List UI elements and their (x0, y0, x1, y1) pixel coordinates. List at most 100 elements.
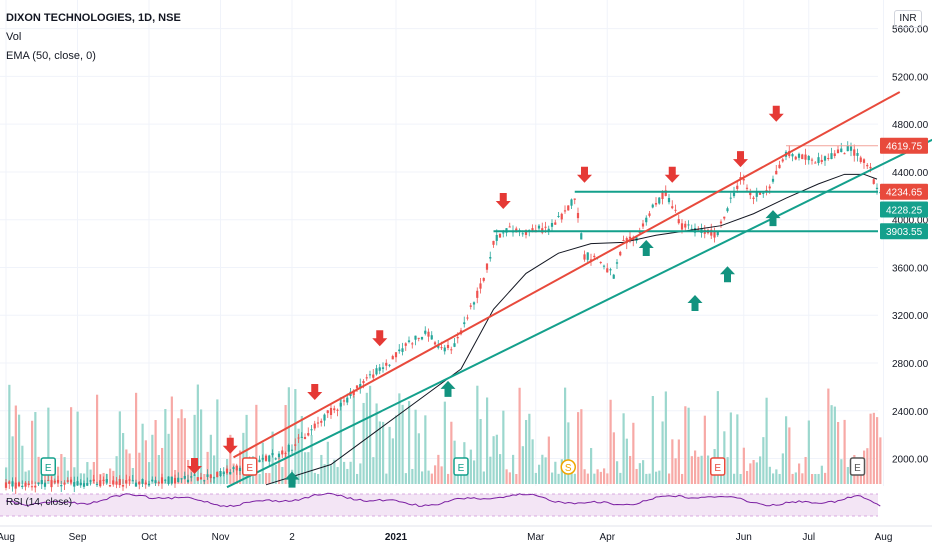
candle-body (440, 347, 443, 349)
volume-bar (148, 462, 151, 484)
volume-bar (775, 469, 778, 484)
volume-bar (141, 423, 144, 484)
volume-bar (323, 464, 326, 484)
volume-bar (528, 413, 531, 484)
volume-bar (752, 459, 755, 484)
buy-arrow-icon (765, 210, 781, 227)
volume-bar (313, 472, 316, 484)
volume-bar (385, 473, 388, 484)
candle-body (385, 362, 388, 366)
candle-body (30, 486, 34, 488)
candle-body (612, 274, 615, 279)
candle-body (641, 223, 645, 227)
event-marker-label: E (458, 463, 465, 474)
volume-bar (424, 415, 427, 484)
volume-bar (307, 452, 310, 484)
candle-body (417, 337, 420, 339)
candle-body (651, 204, 654, 208)
buy-arrow-icon (687, 294, 703, 311)
candle-body (76, 481, 79, 486)
volume-bar (567, 422, 570, 484)
sell-arrow-icon (187, 458, 202, 475)
candle-body (817, 157, 820, 164)
candle-body (531, 228, 534, 233)
candle-body (398, 349, 401, 352)
volume-bar (89, 469, 92, 484)
volume-bar (811, 473, 814, 484)
volume-bar (492, 436, 495, 484)
candle-body (186, 479, 190, 483)
volume-bar (674, 458, 677, 484)
volume-bar (24, 471, 27, 484)
candle-body (843, 153, 846, 155)
candle-body (258, 459, 261, 463)
candle-body (742, 178, 745, 181)
candle-body (60, 485, 63, 487)
candle-body (102, 479, 105, 481)
candle-body (125, 480, 128, 484)
price-tick-label: 4000.00 (892, 216, 929, 227)
symbol-title: DIXON TECHNOLOGIES, 1D, NSE (6, 12, 181, 24)
candle-body (599, 262, 602, 264)
volume-bar (359, 463, 362, 484)
volume-bar (57, 466, 60, 484)
candle-body (869, 166, 872, 169)
candle-body (154, 480, 157, 484)
candle-body (11, 481, 14, 487)
volume-bar (427, 470, 430, 484)
volume-bar (37, 456, 40, 484)
candle-body (732, 192, 736, 197)
volume-bar (742, 447, 745, 484)
volume-bar (53, 472, 56, 484)
candle-body (723, 216, 726, 219)
candle-body (645, 217, 648, 223)
time-tick-label: Apr (599, 532, 615, 543)
candle-body (118, 479, 121, 486)
volume-bar (820, 465, 823, 484)
buy-arrow-icon (284, 471, 300, 488)
candle-body (112, 480, 115, 485)
volume-bar (609, 399, 612, 484)
candle-body (713, 231, 716, 238)
candle-body (823, 156, 827, 161)
volume-bar (733, 473, 736, 484)
candle-body (658, 197, 661, 204)
sell-arrow-icon (495, 192, 511, 209)
volume-bar (206, 451, 209, 484)
volume-bar (872, 412, 875, 484)
volume-bar (193, 414, 196, 484)
candle-body (339, 402, 342, 407)
candle-body (235, 465, 238, 471)
candle-body (69, 479, 73, 483)
currency-badge[interactable]: INR (894, 10, 922, 28)
volume-bar (765, 397, 768, 484)
candle-body (411, 343, 414, 345)
candle-body (814, 162, 817, 164)
candle-body (589, 259, 593, 261)
volume-bar (599, 471, 602, 484)
candle-body (183, 475, 186, 479)
volume-bar (125, 449, 128, 484)
volume-bar (837, 421, 840, 484)
candle-body (329, 407, 333, 415)
volume-bar (687, 407, 690, 484)
candle-body (849, 146, 853, 151)
candle-body (615, 262, 619, 264)
candle-body (222, 472, 225, 474)
volume-bar (398, 393, 401, 484)
volume-bar (791, 473, 794, 484)
candle-body (375, 368, 378, 375)
volume-bar (349, 461, 352, 484)
volume-bar (310, 435, 313, 484)
volume-bars (5, 384, 882, 484)
candle-body (193, 474, 196, 476)
volume-bar (703, 415, 706, 484)
buy-arrow-icon (440, 380, 456, 397)
candle-body (4, 482, 8, 488)
volume-bar (525, 420, 528, 484)
volume-bar (817, 473, 820, 484)
candle-body (310, 429, 313, 431)
volume-bar (287, 387, 290, 484)
candle-body (128, 479, 131, 481)
